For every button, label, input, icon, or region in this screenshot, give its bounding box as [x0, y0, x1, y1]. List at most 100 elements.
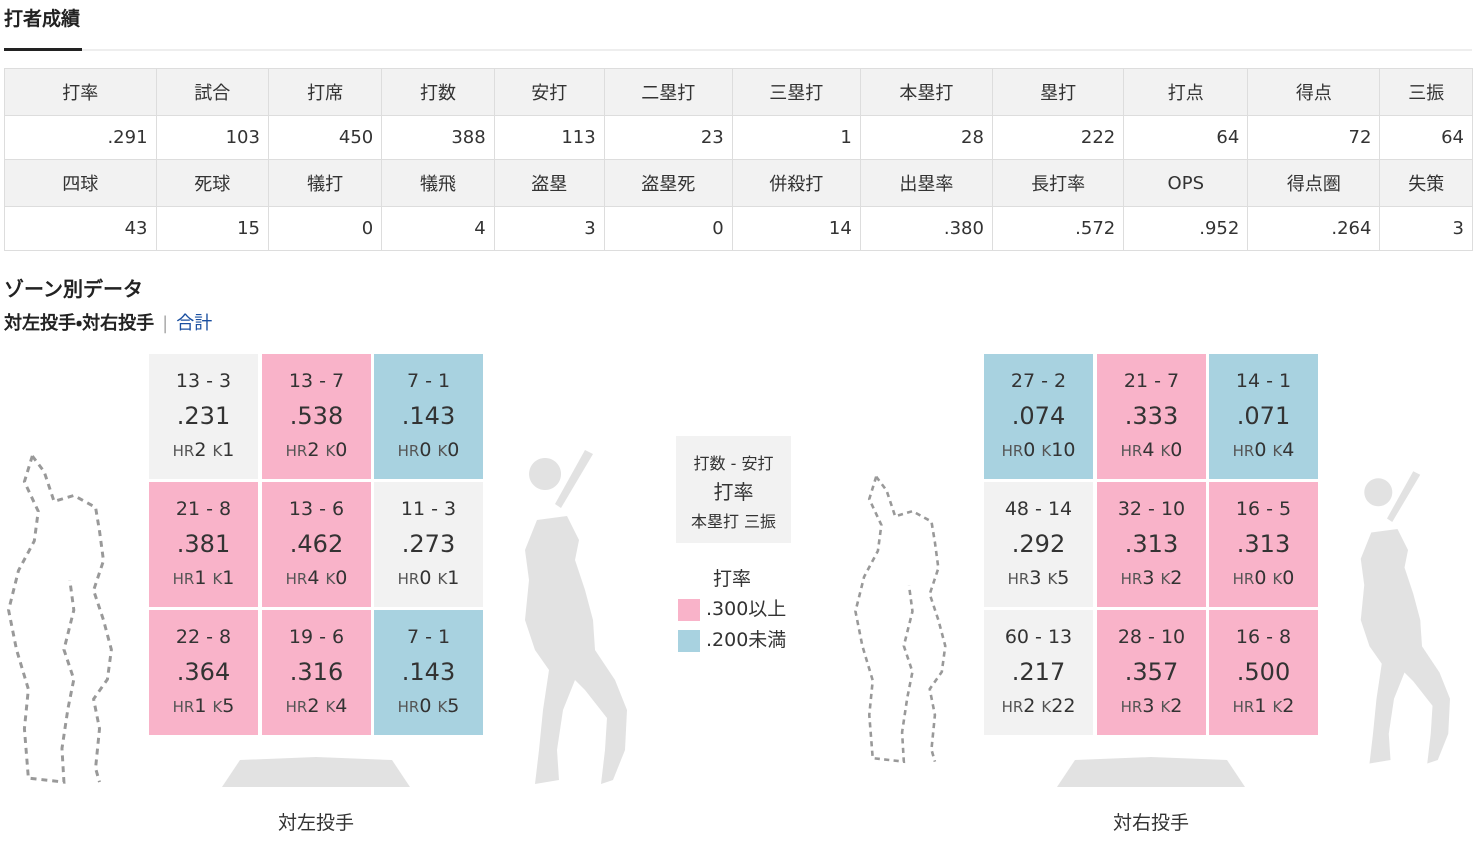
- stat-header: 得点: [1247, 68, 1381, 116]
- legend-swatch: [678, 629, 700, 652]
- stat-header: 併殺打: [731, 159, 861, 207]
- stat-value: 72: [1247, 115, 1381, 160]
- grid-caption: 対右投手: [1112, 812, 1189, 834]
- ab-hits: 7 - 1: [406, 626, 451, 648]
- grid-caption: 対左投手: [277, 812, 354, 834]
- k-value: 10: [1051, 439, 1076, 461]
- hr-value: 2: [194, 439, 207, 461]
- hr-k: HR0 K0: [1209, 567, 1318, 589]
- k-label: K: [1160, 570, 1171, 588]
- ab-hits: 21 - 7: [1123, 370, 1180, 392]
- zone-cell: 16 - 5.313 HR0 K0: [1209, 482, 1318, 607]
- k-value: 1: [222, 439, 235, 461]
- zone-cell: 60 - 13 .217 HR2 K22: [984, 610, 1093, 735]
- stat-header: 三振: [1379, 68, 1473, 116]
- zone-cell: 19 - 6 .316 HR2 K4: [262, 610, 371, 735]
- hr-k: HR3 K5: [984, 567, 1093, 589]
- hr-label: HR: [172, 698, 195, 716]
- batting-avg: .217: [1011, 658, 1066, 686]
- k-label: K: [1272, 442, 1283, 460]
- section-title: 打者成績: [4, 8, 81, 30]
- k-value: 5: [222, 695, 235, 717]
- k-label: K: [1047, 570, 1058, 588]
- k-label: K: [1160, 442, 1171, 460]
- zone-cell: 13 - 7 .538 HR2 K0: [262, 354, 371, 479]
- hr-k: HR1 K1: [149, 567, 258, 589]
- hr-value: 4: [1142, 439, 1155, 461]
- zone-tabs: 対左投手・対右投手 | 合計: [4, 309, 212, 335]
- stat-header: 安打: [493, 68, 605, 116]
- stat-header: 本塁打: [859, 68, 993, 116]
- k-value: 2: [1170, 695, 1183, 717]
- k-value: 2: [1282, 695, 1295, 717]
- stat-header: 失策: [1379, 159, 1473, 207]
- hr-k: HR3 K2: [1097, 567, 1206, 589]
- ab-hits: 32 - 10: [1117, 498, 1186, 520]
- k-label: K: [1272, 698, 1283, 716]
- batting-avg: .462: [289, 530, 344, 558]
- tab-link[interactable]: 合計: [176, 313, 213, 334]
- hr-value: 0: [1023, 439, 1036, 461]
- k-label: K: [325, 698, 336, 716]
- hr-k: HR0 K0: [374, 439, 483, 461]
- k-value: 4: [335, 695, 348, 717]
- ab-hits: 19 - 6: [288, 626, 345, 648]
- zone-cell: 27 - 2 .074 HR0 K10: [984, 354, 1093, 479]
- hr-k: HR0 K10: [984, 439, 1093, 461]
- ab-hits: 16 - 8: [1235, 626, 1292, 648]
- hr-label: HR: [1232, 698, 1255, 716]
- tab-separator: |: [162, 313, 169, 334]
- k-label: K: [325, 442, 336, 460]
- batting-avg: .333: [1124, 402, 1179, 430]
- legend-title: 打率: [713, 568, 752, 590]
- hr-value: 1: [194, 695, 207, 717]
- stat-value: .291: [4, 115, 157, 160]
- ab-hits: 13 - 7: [288, 370, 345, 392]
- zone-cell: 28 - 10 .357 HR3 K2: [1097, 610, 1206, 735]
- batting-avg: .273: [401, 530, 456, 558]
- ab-hits: 11 - 3: [400, 498, 457, 520]
- stat-value: 43: [4, 206, 157, 251]
- stat-value: .264: [1247, 206, 1381, 251]
- hr-k: HR2 K22: [984, 695, 1093, 717]
- zone-title: ゾーン別データ: [4, 277, 143, 301]
- hr-label: HR: [397, 442, 420, 460]
- hr-value: 2: [1023, 695, 1036, 717]
- k-value: 0: [447, 439, 460, 461]
- stat-header: 犠打: [267, 159, 383, 207]
- stat-value: 3: [1379, 206, 1473, 251]
- hr-value: 0: [419, 567, 432, 589]
- stat-value: 64: [1123, 115, 1249, 160]
- hr-value: 3: [1142, 567, 1155, 589]
- legend-item: .300以上: [678, 597, 786, 621]
- hr-k: HR0 K1: [374, 567, 483, 589]
- stat-header: 得点圏: [1247, 159, 1381, 207]
- header-row: 打率 試合 打席 打数 安打 二塁打 三塁打 本塁打 塁打 打点 得点 三振: [4, 68, 1473, 116]
- stat-header: 死球: [155, 159, 269, 207]
- stat-value: 0: [603, 206, 733, 251]
- k-label: K: [212, 442, 223, 460]
- hr-label: HR: [1120, 570, 1143, 588]
- stat-header: 塁打: [991, 68, 1125, 116]
- k-label: K: [212, 698, 223, 716]
- hr-k: HR4 K0: [1097, 439, 1206, 461]
- hr-value: 1: [194, 567, 207, 589]
- zone-cell: 7 - 1 .143 HR0 K5: [374, 610, 483, 735]
- batting-avg: .071: [1236, 402, 1291, 430]
- zone-cell: 48 - 14 .292 HR3 K5: [984, 482, 1093, 607]
- stat-value: 28: [859, 115, 993, 160]
- batting-avg: .143: [401, 658, 456, 686]
- ab-hits: 27 - 2: [1010, 370, 1067, 392]
- batting-avg: .381: [176, 530, 231, 558]
- k-value: 1: [222, 567, 235, 589]
- k-label: K: [1041, 698, 1052, 716]
- stat-header: 打数: [381, 68, 495, 116]
- stat-value: 113: [493, 115, 605, 160]
- stat-value: 4: [381, 206, 495, 251]
- hr-value: 2: [307, 695, 320, 717]
- header-row: 四球 死球 犠打 犠飛 盗塁 盗塁死 併殺打 出塁率 長打率 OPS 得点圏 失策: [4, 159, 1473, 207]
- batting-avg: .357: [1124, 658, 1179, 686]
- k-label: K: [1272, 570, 1283, 588]
- stat-value: .380: [859, 206, 993, 251]
- ab-hits: 13 - 3: [175, 370, 232, 392]
